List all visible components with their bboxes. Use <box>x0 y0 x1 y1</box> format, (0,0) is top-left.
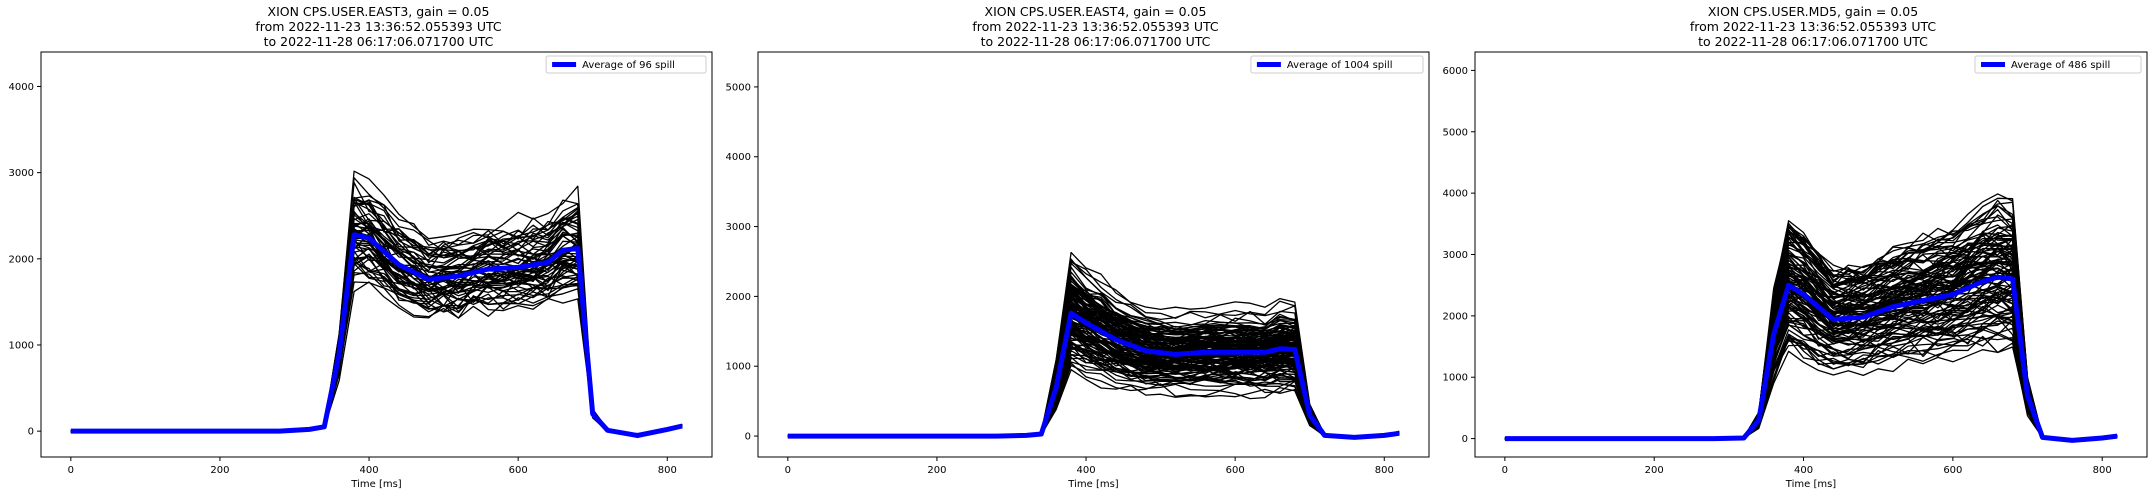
title-line-2: from 2022-11-23 13:36:52.055393 UTC <box>1689 19 1937 34</box>
x-tick-label: 600 <box>1226 465 1245 476</box>
y-tick-label: 2000 <box>726 292 751 303</box>
legend-box <box>545 55 707 74</box>
x-axis-label: Time [ms] <box>1785 479 1837 490</box>
x-tick-label: 600 <box>1943 465 1962 476</box>
y-tick-label: 3000 <box>726 222 751 233</box>
spill-traces <box>1504 193 2118 443</box>
axes-frame <box>757 51 1430 458</box>
x-tick-label: 400 <box>1076 465 1095 476</box>
y-tick-label: 0 <box>1462 434 1468 445</box>
x-tick-label: 200 <box>1645 465 1664 476</box>
x-tick-label: 0 <box>68 465 74 476</box>
average-line <box>787 310 1400 440</box>
y-tick-label: 4000 <box>726 152 751 163</box>
y-tick-label: 1000 <box>726 362 751 373</box>
x-tick-label: 200 <box>927 465 946 476</box>
axes-frame <box>40 51 713 458</box>
y-tick-label: 0 <box>745 432 751 443</box>
x-tick-label: 200 <box>210 465 229 476</box>
title-line-3: to 2022-11-28 06:17:06.071700 UTC <box>1698 34 1928 49</box>
spill-trace <box>1504 242 2118 442</box>
x-tick-label: 800 <box>1375 465 1394 476</box>
y-tick-label: 4000 <box>1443 189 1468 200</box>
legend-label: Average of 96 spill <box>582 60 675 71</box>
x-tick-label: 0 <box>785 465 791 476</box>
x-tick-label: 600 <box>509 465 528 476</box>
title-line-1: XION CPS.USER.MD5, gain = 0.05 <box>1707 4 1919 19</box>
subplot-title: XION CPS.USER.MD5, gain = 0.05 from 2022… <box>1474 4 2152 49</box>
title-line-1: XION CPS.USER.EAST4, gain = 0.05 <box>984 4 1207 19</box>
subplot-east3: XION CPS.USER.EAST3, gain = 0.05 from 20… <box>0 0 717 496</box>
y-tick-label: 3000 <box>9 168 34 179</box>
legend-box <box>1250 55 1424 74</box>
title-line-3: to 2022-11-28 06:17:06.071700 UTC <box>980 34 1211 49</box>
subplot-title: XION CPS.USER.EAST4, gain = 0.05 from 20… <box>757 4 1434 49</box>
y-tick-label: 6000 <box>1443 66 1468 77</box>
y-tick-label: 4000 <box>9 82 34 93</box>
subplot-east4: XION CPS.USER.EAST4, gain = 0.05 from 20… <box>717 0 1434 496</box>
x-axis-label: Time [ms] <box>350 479 402 490</box>
y-tick-label: 1000 <box>9 340 34 351</box>
title-line-3: to 2022-11-28 06:17:06.071700 UTC <box>263 34 494 49</box>
plot-area: 0 200 400 600 800 0 1000 2000 3000 4000 5000 6000 Ti… <box>1443 51 2148 490</box>
title-line-2: from 2022-11-23 13:36:52.055393 UTC <box>255 19 502 34</box>
y-tick-label: 2000 <box>9 254 34 265</box>
legend-box <box>1974 55 2142 74</box>
x-tick-label: 0 <box>1502 465 1508 476</box>
y-tick-label: 3000 <box>1443 250 1468 261</box>
y-tick-label: 2000 <box>1443 311 1468 322</box>
y-tick-label: 5000 <box>726 82 751 93</box>
average-line <box>1504 274 2118 443</box>
x-tick-label: 400 <box>1794 465 1813 476</box>
legend-label: Average of 1004 spill <box>1287 60 1393 71</box>
y-tick-label: 0 <box>28 427 34 438</box>
x-tick-label: 800 <box>2093 465 2112 476</box>
legend-label: Average of 486 spill <box>2011 60 2110 71</box>
y-tick-label: 1000 <box>1443 373 1468 384</box>
x-axis-label: Time [ms] <box>1067 479 1119 490</box>
subplot-md5: XION CPS.USER.MD5, gain = 0.05 from 2022… <box>1434 0 2152 496</box>
average-line <box>70 232 683 438</box>
title-line-1: XION CPS.USER.EAST3, gain = 0.05 <box>267 4 490 19</box>
x-tick-label: 400 <box>359 465 378 476</box>
plot-area: 0 200 400 600 800 0 1000 2000 3000 4000 Time [ms] A… <box>9 51 713 490</box>
y-tick-label: 5000 <box>1443 127 1468 138</box>
x-tick-label: 800 <box>658 465 677 476</box>
plot-area: 0 200 400 600 800 0 1000 2000 3000 4000 5000 Time [… <box>726 51 1430 490</box>
title-line-2: from 2022-11-23 13:36:52.055393 UTC <box>972 19 1219 34</box>
subplot-title: XION CPS.USER.EAST3, gain = 0.05 from 20… <box>40 4 717 49</box>
